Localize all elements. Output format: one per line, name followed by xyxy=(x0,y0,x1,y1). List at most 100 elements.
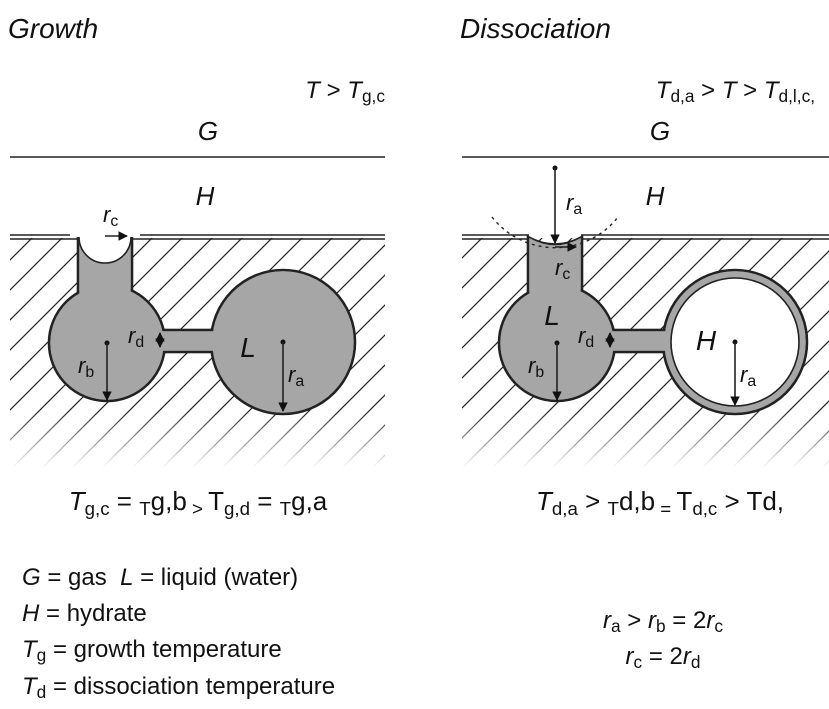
text-part: g,d xyxy=(224,498,250,519)
growth-panel xyxy=(10,156,385,468)
text-part: > xyxy=(737,77,764,104)
text-part: a xyxy=(747,373,756,390)
text-part: d xyxy=(585,334,594,351)
text-part: T xyxy=(676,486,692,516)
text-part: c xyxy=(714,616,723,636)
line1: ra > rb = 2rc xyxy=(603,607,723,636)
text-part: r xyxy=(626,643,635,670)
rb: rb xyxy=(528,353,544,381)
text-part: r xyxy=(128,323,137,348)
relation: Td,a > Td,b = Td,c > Td, xyxy=(536,486,784,519)
text-part: c xyxy=(110,213,118,230)
dissociation-panel xyxy=(462,156,829,468)
text-part: T xyxy=(608,498,619,519)
pore-hydrate: H xyxy=(696,325,717,356)
text-part: > xyxy=(320,77,347,104)
text-part: r xyxy=(103,202,112,227)
title: Dissociation xyxy=(460,13,611,44)
text-part: = 2 xyxy=(642,643,683,670)
surface xyxy=(10,234,385,240)
text-part: r xyxy=(288,362,297,387)
text-part: T xyxy=(764,77,781,104)
text-part: T xyxy=(280,498,291,519)
text-part: > xyxy=(621,607,648,634)
bubble xyxy=(78,236,132,264)
text-part: = xyxy=(110,486,140,516)
td: Td = dissociation temperature xyxy=(22,673,335,702)
text-part: r xyxy=(578,323,587,348)
title: Growth xyxy=(8,13,98,44)
text-part: a xyxy=(611,616,621,636)
line2: rc = 2rd xyxy=(626,643,701,672)
text-part: b xyxy=(85,364,94,381)
text-part: T xyxy=(305,77,322,104)
text-part: d,a xyxy=(670,86,694,106)
surface xyxy=(462,234,829,240)
condition: Td,a > T > Td,l,c, xyxy=(656,77,815,106)
gas: G xyxy=(198,116,218,146)
hydrate: H xyxy=(646,181,665,211)
text-part: T xyxy=(208,486,224,516)
text-part: d,l,c, xyxy=(779,86,815,106)
text-part: r xyxy=(683,643,692,670)
text-part: d,b xyxy=(619,486,655,516)
text-part: d xyxy=(37,682,47,702)
text-part: L xyxy=(120,564,133,591)
text-part: r xyxy=(78,353,87,378)
text-part: c xyxy=(562,266,570,283)
text-part: = hydrate xyxy=(39,600,146,627)
text-part: r xyxy=(740,362,749,387)
rb: rb xyxy=(78,353,94,381)
text-part: = gas xyxy=(41,564,120,591)
text-part: T xyxy=(22,636,39,663)
text-part: b xyxy=(535,364,544,381)
gas-liquid: G = gas L = liquid (water) xyxy=(22,564,298,591)
rc: rc xyxy=(103,202,118,230)
hydrate: H = hydrate xyxy=(22,600,147,627)
text-part: g,c xyxy=(362,86,385,106)
relation: Tg,c = Tg,b > Tg,d = Tg,a xyxy=(69,486,328,519)
ra: ra xyxy=(740,362,756,390)
text-part: d,c xyxy=(692,498,717,519)
text-part: g xyxy=(37,645,47,665)
text-part: g,a xyxy=(291,486,328,516)
text-part: r xyxy=(648,607,657,634)
gas: G xyxy=(650,116,670,146)
text-part: = dissociation temperature xyxy=(46,673,335,700)
text-part: g,b xyxy=(151,486,187,516)
text-part: d, xyxy=(762,486,784,516)
text-part: = xyxy=(655,498,676,519)
text-part: d xyxy=(135,334,144,351)
liquid: L xyxy=(240,332,256,363)
text-part: b xyxy=(656,616,666,636)
rd: rd xyxy=(128,323,144,351)
text-part: T xyxy=(139,498,150,519)
text-part: = 2 xyxy=(666,607,707,634)
text-part: > xyxy=(578,486,608,516)
text-part: a xyxy=(295,373,304,390)
text-part: d xyxy=(691,652,701,672)
rd: rd xyxy=(578,323,594,351)
text-part: r xyxy=(706,607,715,634)
text-part: = growth temperature xyxy=(46,636,281,663)
text-part: > xyxy=(717,486,746,516)
text-part: = liquid (water) xyxy=(133,564,298,591)
text-part: r xyxy=(555,255,564,280)
tg: Tg = growth temperature xyxy=(22,636,282,665)
text-part: c xyxy=(634,652,643,672)
text-part: T xyxy=(347,77,364,104)
text-part: H xyxy=(22,600,40,627)
text-part: G xyxy=(22,564,41,591)
text-part: T xyxy=(722,77,739,104)
text-part: g,c xyxy=(85,498,110,519)
text-part: T xyxy=(746,486,762,516)
text-part: r xyxy=(528,353,537,378)
condition: T > Tg,c xyxy=(305,77,385,106)
text-part: T xyxy=(656,77,673,104)
text-part: = xyxy=(250,486,280,516)
text-part: > xyxy=(187,498,208,519)
text-part: T xyxy=(69,486,87,516)
hydrate: H xyxy=(196,181,215,211)
text-part: > xyxy=(694,77,721,104)
